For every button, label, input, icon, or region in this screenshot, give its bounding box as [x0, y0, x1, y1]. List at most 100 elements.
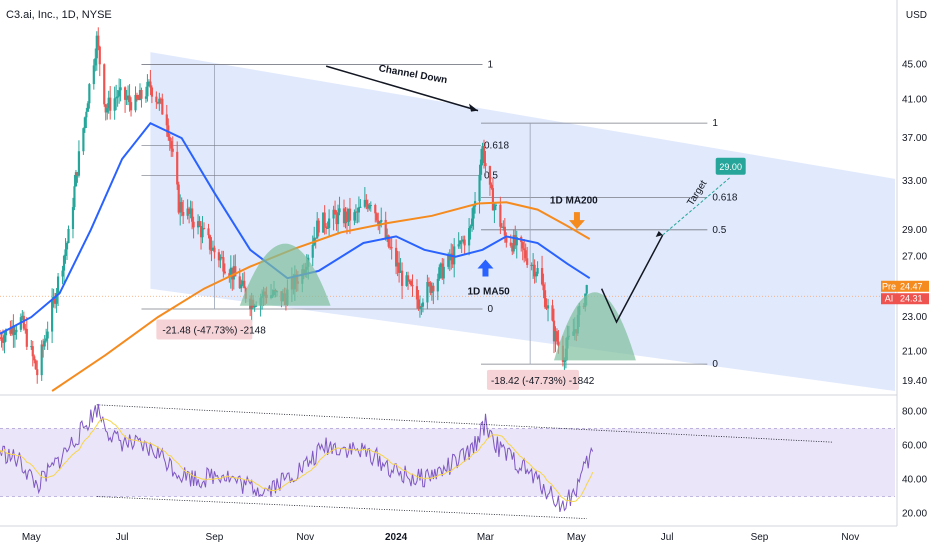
candle-body — [147, 81, 151, 83]
channel-arrow-line — [325, 65, 479, 112]
candle-body — [389, 246, 392, 248]
candle-body — [503, 226, 506, 236]
candle-body — [177, 184, 180, 213]
candle-body — [467, 228, 471, 246]
candle-body — [328, 218, 331, 228]
price-tick: 45.00 — [902, 59, 927, 70]
candle-body — [557, 341, 560, 346]
candle-body — [82, 128, 85, 152]
rsi-tick: 20.00 — [902, 509, 927, 520]
candle-body — [398, 262, 401, 273]
candle-body — [180, 202, 183, 213]
candle-body — [426, 282, 429, 303]
candle-body — [179, 202, 182, 213]
candle-body — [222, 257, 225, 272]
candle-body — [427, 282, 430, 284]
candle-body — [336, 212, 340, 225]
time-tick: Sep — [206, 532, 224, 543]
rsi-tick: 60.00 — [902, 441, 927, 452]
candle-body — [535, 273, 538, 277]
candle-body — [494, 204, 497, 206]
candle-body — [363, 199, 366, 207]
candle-body — [478, 174, 481, 202]
candle-body — [94, 58, 97, 66]
candle-body — [146, 81, 149, 97]
candle-body — [472, 206, 475, 219]
candle-body — [512, 235, 515, 252]
candle-body — [533, 264, 536, 277]
time-tick: Jul — [661, 532, 674, 543]
fib-lower-label: 1 — [712, 118, 718, 129]
candle-body — [524, 250, 527, 259]
price-tick: 41.00 — [902, 94, 927, 105]
candle-body — [76, 172, 79, 176]
candle-body — [199, 225, 203, 238]
candle-body — [386, 235, 389, 239]
ai-tag-text: AI — [885, 294, 894, 304]
ai-tag — [881, 293, 897, 305]
candle-body — [342, 208, 346, 224]
candle-body — [155, 96, 158, 103]
candle-body — [353, 212, 356, 221]
price-tick: 33.00 — [902, 176, 927, 187]
candle-body — [62, 255, 66, 271]
candle-body — [188, 208, 191, 214]
candle-body — [347, 208, 350, 222]
candle-body — [415, 286, 419, 300]
candle-body — [418, 306, 422, 309]
candle-body — [40, 344, 43, 376]
candle-body — [42, 344, 45, 347]
candle-body — [500, 226, 503, 228]
candle-body — [137, 98, 140, 100]
target-badge-value: 29.00 — [719, 162, 742, 172]
candle-body — [158, 98, 161, 104]
pre-price-text: 24.47 — [900, 281, 923, 291]
candle-body — [469, 226, 472, 229]
candle-body — [523, 248, 526, 251]
candle-body — [10, 326, 14, 334]
measure-box-right-text: -18.42 (-47.73%) -1842 — [491, 376, 595, 387]
candle-body — [159, 98, 162, 100]
candle-body — [176, 151, 179, 185]
candle-body — [540, 268, 544, 285]
candle-body — [129, 102, 133, 111]
candle-body — [202, 228, 206, 230]
fib-inner-label: 0.5 — [484, 171, 498, 182]
fib-upper-label-0: 0 — [487, 304, 493, 315]
candle-body — [430, 285, 433, 293]
candle-body — [348, 208, 352, 221]
candle-body — [140, 90, 143, 99]
fib-lower-label: 0 — [712, 359, 718, 370]
candle-body — [156, 102, 159, 104]
candle-body — [377, 220, 380, 226]
candle-body — [138, 90, 142, 100]
candle-body — [234, 266, 237, 277]
candle-body — [217, 252, 221, 261]
candle-body — [345, 211, 349, 222]
candle-body — [526, 258, 529, 265]
candle-body — [447, 254, 450, 267]
projection-path — [600, 234, 664, 324]
candle-body — [73, 186, 76, 208]
ma50-arrow — [477, 259, 494, 277]
candle-body — [51, 300, 54, 332]
candle-body — [369, 205, 372, 207]
candle-body — [555, 331, 559, 342]
candle-body — [368, 205, 371, 209]
candle-body — [25, 329, 28, 347]
candle-body — [514, 235, 517, 246]
candle-body — [107, 97, 110, 109]
candle-body — [365, 199, 368, 205]
candle-body — [241, 280, 244, 285]
candle-body — [479, 159, 483, 175]
candle-body — [502, 226, 505, 228]
candle-body — [344, 211, 347, 224]
candle-body — [408, 280, 411, 282]
channel-down-band — [150, 52, 895, 392]
candle-body — [55, 293, 58, 304]
candle-body — [103, 64, 106, 105]
candle-body — [253, 305, 256, 308]
rsi-pane — [0, 394, 897, 520]
ai-price-text: 24.31 — [900, 294, 923, 304]
